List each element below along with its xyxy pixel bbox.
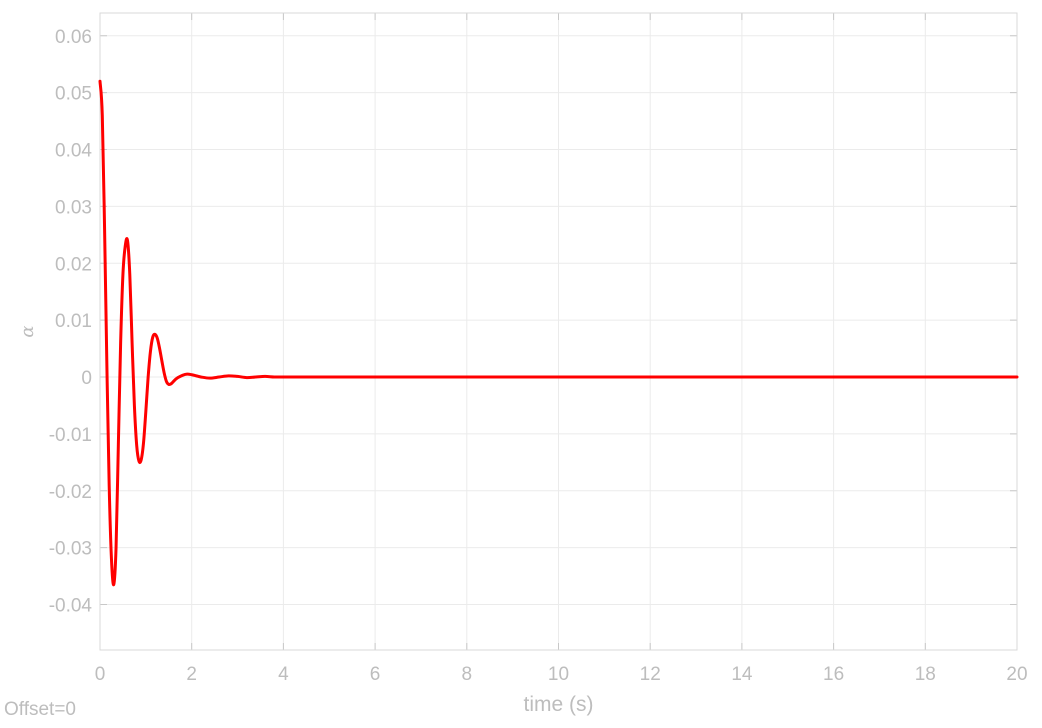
x-tick-label: 18 bbox=[915, 664, 936, 685]
x-axis-label: time (s) bbox=[524, 693, 594, 716]
y-tick-label: 0.02 bbox=[55, 254, 92, 275]
plot-frame bbox=[99, 12, 1018, 651]
y-axis-label: α bbox=[17, 325, 38, 337]
x-tick-label: 20 bbox=[1006, 664, 1027, 685]
x-tick-label: 0 bbox=[95, 664, 106, 685]
x-tick-labels: 0 2 4 6 8 10 12 14 16 18 20 bbox=[95, 664, 1028, 685]
x-tick-label: 2 bbox=[186, 664, 197, 685]
x-tick-label: 14 bbox=[731, 664, 753, 685]
y-tick-label: 0.01 bbox=[55, 311, 92, 332]
series-layer bbox=[98, 79, 1019, 587]
x-tick-label: 8 bbox=[462, 664, 473, 685]
y-tick-label: 0.04 bbox=[55, 141, 92, 162]
y-tick-label: 0 bbox=[81, 368, 92, 389]
x-tick-label: 16 bbox=[823, 664, 844, 685]
y-tick-label: -0.04 bbox=[49, 596, 93, 617]
y-tick-label: 0.03 bbox=[55, 197, 92, 218]
x-tick-label: 4 bbox=[278, 664, 289, 685]
series-line bbox=[98, 79, 1019, 587]
y-tick-label: 0.06 bbox=[55, 27, 92, 48]
offset-label: Offset=0 bbox=[4, 699, 76, 720]
y-tick-label: -0.03 bbox=[49, 539, 92, 560]
y-tick-labels: -0.04 -0.03 -0.02 -0.01 0 0.01 0.02 0.03 0.04 0.0… bbox=[49, 27, 93, 617]
y-tick-label: 0.05 bbox=[55, 84, 92, 105]
y-tick-label: -0.02 bbox=[49, 482, 92, 503]
x-tick-label: 12 bbox=[640, 664, 661, 685]
x-tick-label: 6 bbox=[370, 664, 381, 685]
grid bbox=[99, 13, 1018, 650]
x-tick-label: 10 bbox=[548, 664, 569, 685]
y-tick-label: -0.01 bbox=[49, 425, 92, 446]
